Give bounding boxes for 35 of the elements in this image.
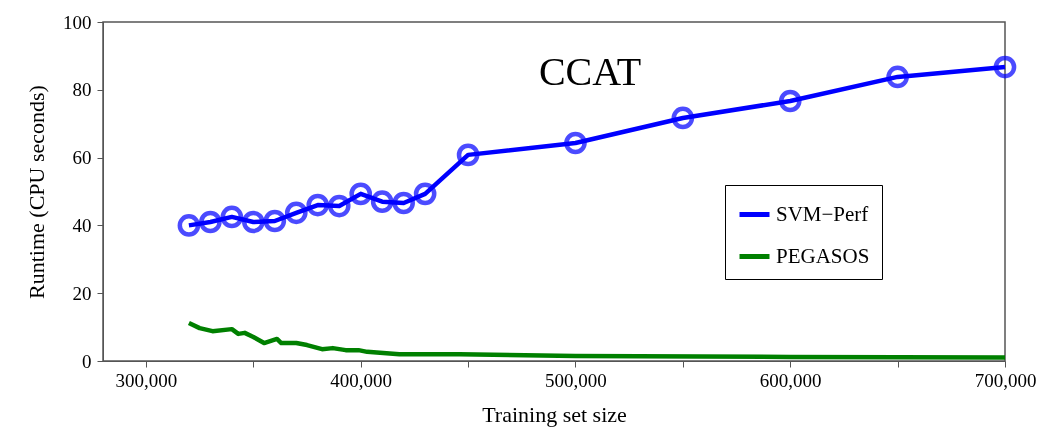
- point: [370, 190, 394, 213]
- point: [177, 214, 201, 237]
- y-tick-label: 60: [72, 147, 92, 169]
- x-tick-label: 600,000: [759, 369, 822, 391]
- x-axis-title: Training set size: [482, 401, 627, 427]
- legend-label: SVM−Perf: [776, 201, 869, 226]
- x-tick-label: 300,000: [115, 369, 178, 391]
- point: [456, 143, 480, 167]
- point: [263, 209, 287, 233]
- point: [392, 191, 415, 215]
- point: [284, 201, 308, 225]
- y-tick-label: 100: [63, 11, 92, 33]
- x-tick-label: 700,000: [974, 369, 1037, 391]
- y-tick-label: 0: [82, 350, 92, 372]
- point: [564, 131, 587, 155]
- point: [327, 194, 351, 218]
- text: CCAT: [538, 49, 642, 94]
- point: [220, 205, 244, 229]
- point: [886, 65, 909, 89]
- line-series: [186, 320, 1008, 360]
- point: [349, 182, 373, 206]
- point: [306, 193, 330, 217]
- y-tick-label: 40: [72, 214, 92, 236]
- point: [671, 106, 695, 130]
- point: [778, 89, 802, 113]
- point: [199, 210, 222, 234]
- point: [242, 210, 265, 234]
- y-tick-label: 80: [72, 79, 92, 101]
- y-tick-label: 20: [72, 282, 92, 304]
- legend-label: PEGASOS: [776, 243, 870, 268]
- point: [413, 182, 437, 206]
- x-tick-label: 400,000: [330, 369, 393, 391]
- y-axis-title: Runtime (CPU seconds): [24, 85, 49, 299]
- point: [993, 55, 1017, 79]
- x-tick-label: 500,000: [545, 369, 607, 391]
